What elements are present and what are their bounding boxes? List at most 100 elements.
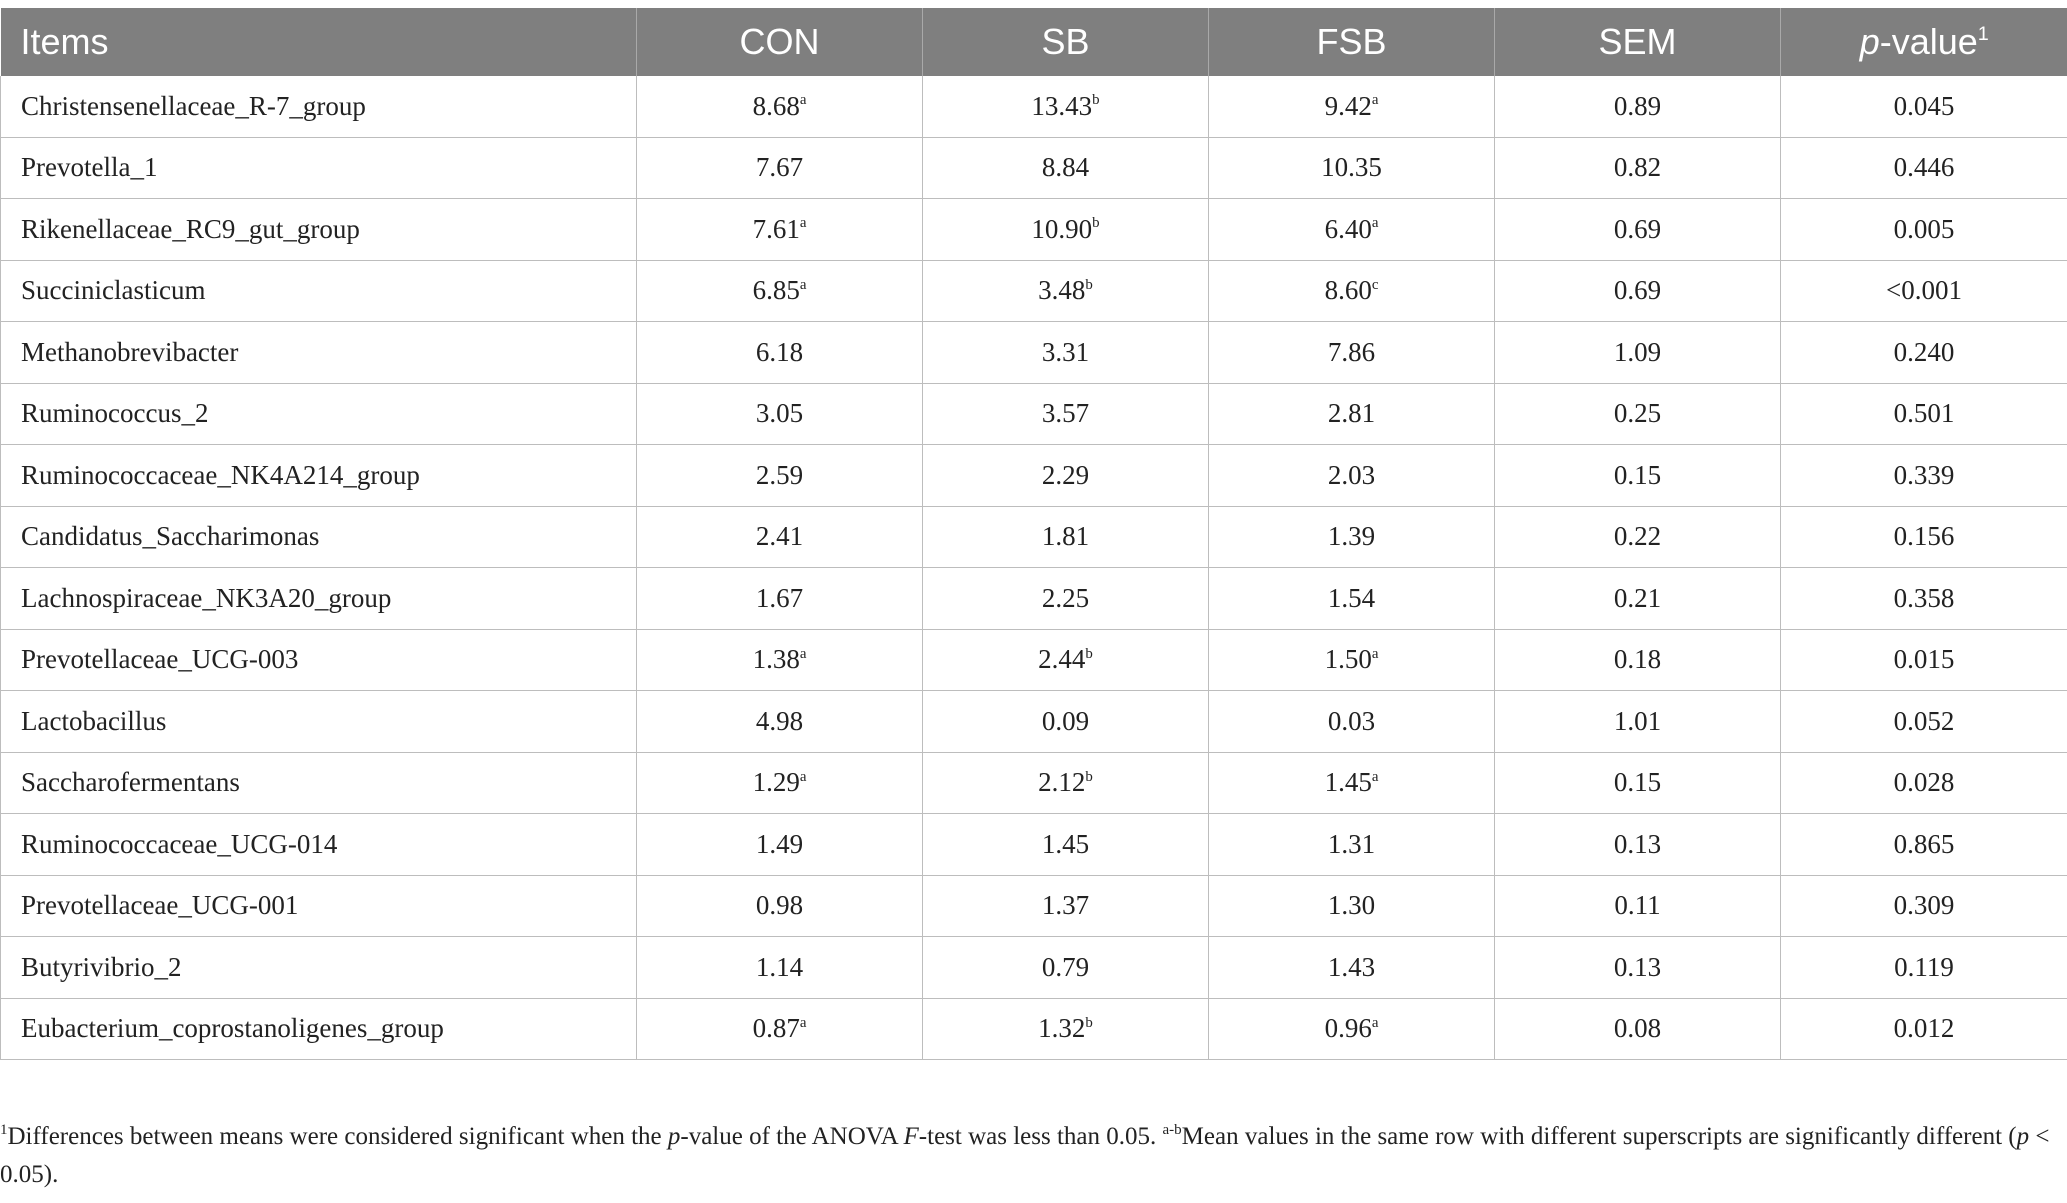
footnote-part-2: -value of the ANOVA xyxy=(680,1123,904,1150)
cell-con-value: 8.68 xyxy=(752,90,800,121)
header-sem: SEM xyxy=(1494,8,1781,76)
header-items: Items xyxy=(0,8,637,76)
cell-sb: 0.09 xyxy=(922,690,1209,753)
table-body: Christensenellaceae_R-7_group 8.68a 13.43b… xyxy=(0,76,2067,1060)
cell-fsb: 9.42a xyxy=(1208,76,1495,138)
cell-con-value: 1.67 xyxy=(755,582,804,613)
cell-item: Prevotella_1 xyxy=(0,137,637,199)
cell-fsb-value: 2.81 xyxy=(1327,398,1376,429)
cell-item: Eubacterium_coprostanoligenes_group xyxy=(0,998,637,1060)
header-p-sup: 1 xyxy=(1977,23,1989,46)
cell-con: 1.49 xyxy=(636,813,923,876)
cell-con-superscript: a xyxy=(799,215,807,232)
cell-fsb-superscript: c xyxy=(1371,276,1379,293)
cell-item: Ruminococcus_2 xyxy=(0,383,637,445)
cell-sb-value: 13.43 xyxy=(1031,90,1093,121)
cell-fsb-value: 9.42 xyxy=(1324,90,1372,121)
cell-sb-superscript: b xyxy=(1085,645,1093,662)
cell-sb-value: 2.44 xyxy=(1038,644,1086,675)
cell-sem: 0.15 xyxy=(1494,752,1781,814)
cell-con-superscript: a xyxy=(799,92,807,109)
cell-sb-value: 8.84 xyxy=(1041,152,1090,183)
cell-fsb: 6.40a xyxy=(1208,198,1495,261)
cell-sb: 2.12b xyxy=(922,752,1209,814)
cell-sb: 8.84 xyxy=(922,137,1209,199)
cell-fsb-value: 1.39 xyxy=(1327,521,1376,552)
table-row: Methanobrevibacter 6.18 3.31 7.86 1.09 0.240 xyxy=(0,321,2067,384)
cell-p-value: 0.156 xyxy=(1780,506,2067,568)
cell-sb-value: 2.12 xyxy=(1038,767,1086,798)
table-row: Saccharofermentans 1.29a 2.12b 1.45a 0.15 0.0… xyxy=(0,752,2067,814)
cell-item: Prevotellaceae_UCG-001 xyxy=(0,875,637,937)
cell-p-value: 0.358 xyxy=(1780,567,2067,630)
table-row: Candidatus_Saccharimonas 2.41 1.81 1.39 0.22… xyxy=(0,506,2067,568)
cell-p-value: 0.865 xyxy=(1780,813,2067,876)
cell-item: Butyrivibrio_2 xyxy=(0,936,637,999)
cell-fsb-value: 7.86 xyxy=(1327,336,1376,367)
cell-con: 1.14 xyxy=(636,936,923,999)
cell-sem: 0.89 xyxy=(1494,76,1781,138)
cell-fsb-value: 1.50 xyxy=(1324,644,1372,675)
cell-p-value: 0.446 xyxy=(1780,137,2067,199)
cell-sb-superscript: b xyxy=(1085,276,1093,293)
cell-sb-superscript: b xyxy=(1092,215,1100,232)
cell-con-value: 0.98 xyxy=(755,890,804,921)
cell-sb-value: 1.32 xyxy=(1038,1013,1086,1044)
cell-fsb: 1.50a xyxy=(1208,629,1495,691)
cell-con: 0.98 xyxy=(636,875,923,937)
cell-item: Saccharofermentans xyxy=(0,752,637,814)
cell-fsb: 1.45a xyxy=(1208,752,1495,814)
table-row: Lachnospiraceae_NK3A20_group 1.67 2.25 1.54… xyxy=(0,567,2067,630)
cell-con-value: 2.59 xyxy=(755,459,804,490)
cell-sb-value: 3.57 xyxy=(1041,398,1090,429)
footnote-f-italic: F xyxy=(903,1123,919,1150)
cell-con: 2.59 xyxy=(636,444,923,507)
table-row: Rikenellaceae_RC9_gut_group 7.61a 10.90b 6.… xyxy=(0,198,2067,261)
cell-fsb: 2.81 xyxy=(1208,383,1495,445)
cell-sem: 0.21 xyxy=(1494,567,1781,630)
cell-sem: 0.08 xyxy=(1494,998,1781,1060)
table-row: Christensenellaceae_R-7_group 8.68a 13.43b… xyxy=(0,76,2067,138)
cell-fsb: 1.30 xyxy=(1208,875,1495,937)
cell-con: 3.05 xyxy=(636,383,923,445)
cell-item: Succiniclasticum xyxy=(0,260,637,322)
header-con: CON xyxy=(636,8,923,76)
cell-con-value: 7.67 xyxy=(755,152,804,183)
cell-p-value: 0.339 xyxy=(1780,444,2067,507)
cell-sb: 3.48b xyxy=(922,260,1209,322)
cell-sb-value: 2.25 xyxy=(1041,582,1090,613)
cell-sem: 1.01 xyxy=(1494,690,1781,753)
cell-sem: 0.15 xyxy=(1494,444,1781,507)
cell-sb-value: 1.81 xyxy=(1041,521,1090,552)
cell-con: 1.67 xyxy=(636,567,923,630)
cell-con-value: 2.41 xyxy=(755,521,804,552)
cell-fsb-value: 1.30 xyxy=(1327,890,1376,921)
table-footnote: 1Differences between means were consider… xyxy=(0,1118,2060,1194)
cell-con: 1.29a xyxy=(636,752,923,814)
cell-p-value: 0.045 xyxy=(1780,76,2067,138)
cell-con-value: 1.29 xyxy=(752,767,800,798)
cell-sb: 2.25 xyxy=(922,567,1209,630)
cell-con-value: 7.61 xyxy=(752,213,800,244)
cell-sem: 0.25 xyxy=(1494,383,1781,445)
data-table-container: Items CON SB FSB SEM p-value1 Christense… xyxy=(0,8,2067,1060)
cell-sem: 0.13 xyxy=(1494,936,1781,999)
cell-con-superscript: a xyxy=(799,1014,807,1031)
cell-p-value: 0.309 xyxy=(1780,875,2067,937)
cell-fsb-value: 1.43 xyxy=(1327,951,1376,982)
cell-sb: 1.32b xyxy=(922,998,1209,1060)
cell-con-superscript: a xyxy=(799,645,807,662)
table-row: Ruminococcus_2 3.05 3.57 2.81 0.25 0.501 xyxy=(0,383,2067,445)
cell-item: Prevotellaceae_UCG-003 xyxy=(0,629,637,691)
header-fsb: FSB xyxy=(1208,8,1495,76)
table-header: Items CON SB FSB SEM p-value1 xyxy=(0,8,2067,76)
cell-fsb-value: 1.31 xyxy=(1327,828,1376,859)
cell-sem: 0.82 xyxy=(1494,137,1781,199)
cell-fsb-value: 6.40 xyxy=(1324,213,1372,244)
cell-fsb-value: 1.54 xyxy=(1327,582,1376,613)
cell-con-value: 4.98 xyxy=(755,705,804,736)
cell-sb-value: 0.79 xyxy=(1041,951,1090,982)
cell-con-value: 6.18 xyxy=(755,336,804,367)
cell-con: 8.68a xyxy=(636,76,923,138)
footnote-p-italic: p xyxy=(667,1123,681,1150)
